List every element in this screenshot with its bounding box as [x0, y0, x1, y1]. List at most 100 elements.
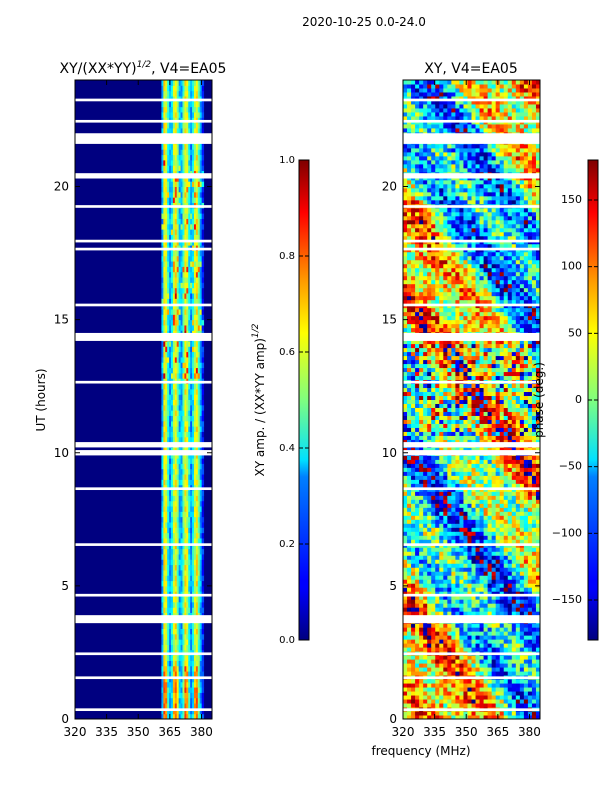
phase-cell [491, 551, 497, 556]
phase-cell [459, 691, 464, 696]
amplitude-cell [178, 207, 182, 214]
amplitude-cell [195, 420, 199, 427]
amplitude-cell [182, 106, 185, 113]
amplitude-cell [186, 553, 189, 560]
amplitude-cell [163, 665, 166, 672]
amplitude-cell [197, 293, 201, 299]
phase-cell [423, 679, 428, 684]
phase-cell [439, 699, 444, 704]
flagged-gap [75, 652, 212, 656]
phase-cell [515, 583, 521, 588]
amplitude-cell [186, 85, 189, 92]
phase-cell [419, 663, 424, 668]
phase-cell [439, 683, 444, 688]
phase-cell [451, 655, 456, 660]
phase-cell [423, 491, 428, 496]
amplitude-cell [182, 372, 185, 379]
phase-cell [515, 631, 521, 636]
phase-cell [431, 595, 436, 600]
phase-cell [531, 563, 537, 568]
phase-cell [463, 663, 468, 668]
amplitude-cell [169, 154, 172, 161]
amplitude-cell [195, 692, 199, 699]
amplitude-cell [176, 548, 180, 555]
colorbar-tick-label: 0.6 [279, 347, 295, 358]
amplitude-cell [193, 122, 197, 129]
amplitude-cell [161, 287, 164, 294]
amplitude-cell [199, 426, 203, 432]
phase-cell [443, 591, 448, 596]
phase-cell [467, 627, 472, 632]
amplitude-cell [174, 463, 178, 470]
amplitude-cell [172, 633, 176, 640]
amplitude-cell [201, 356, 205, 363]
phase-cell [507, 635, 513, 640]
phase-cell [451, 643, 456, 648]
phase-cell [515, 495, 521, 500]
phase-cell [451, 475, 456, 480]
amplitude-cell [197, 340, 201, 347]
amplitude-cell [201, 420, 205, 427]
phase-cell [499, 575, 505, 580]
amplitude-cell [170, 213, 174, 219]
amplitude-cell [165, 436, 168, 443]
flagged-gap [75, 442, 212, 448]
phase-cell [443, 691, 448, 696]
phase-cell [483, 559, 489, 564]
amplitude-cell [190, 207, 193, 214]
phase-cell [491, 699, 497, 704]
phase-cell [439, 599, 444, 604]
phase-cell [435, 715, 440, 719]
amplitude-cell [193, 186, 197, 193]
phase-cell [403, 559, 408, 564]
amplitude-cell [172, 458, 176, 464]
amplitude-cell [169, 181, 172, 187]
phase-cell [499, 695, 505, 700]
amplitude-cell [182, 703, 185, 709]
phase-cell [459, 679, 464, 684]
amplitude-cell [169, 207, 172, 214]
phase-cell [419, 515, 424, 520]
phase-cell [427, 703, 432, 708]
amplitude-cell [201, 506, 205, 512]
phase-cell [459, 459, 464, 464]
phase-cell [451, 715, 456, 719]
phase-cell [531, 483, 537, 488]
amplitude-cell [165, 644, 168, 651]
amplitude-cell [167, 186, 170, 193]
amplitude-cell [172, 175, 176, 182]
amplitude-cell [193, 207, 197, 214]
phase-cell [435, 463, 440, 468]
phase-cell [519, 555, 525, 560]
phase-cell [523, 483, 529, 488]
phase-cell [523, 587, 529, 592]
phase-cell [443, 571, 448, 576]
amplitude-cell [184, 474, 187, 480]
amplitude-cell [186, 122, 189, 129]
amplitude-cell [169, 660, 172, 667]
amplitude-cell [165, 303, 168, 310]
phase-cell [411, 563, 416, 568]
phase-cell [419, 559, 424, 564]
phase-cell [499, 535, 505, 540]
phase-cell [515, 655, 521, 660]
amplitude-cell [178, 553, 182, 560]
phase-cell [463, 531, 468, 536]
amplitude-cell [197, 388, 201, 395]
phase-cell [531, 559, 537, 564]
phase-cell [407, 635, 412, 640]
phase-cell [435, 699, 440, 704]
amplitude-cell [195, 255, 199, 262]
amplitude-cell [180, 298, 183, 305]
amplitude-cell [163, 191, 166, 198]
amplitude-cell [201, 516, 205, 523]
amplitude-cell [167, 708, 170, 715]
amplitude-cell [186, 218, 189, 225]
phase-cell [459, 659, 464, 664]
amplitude-cell [195, 383, 199, 390]
phase-cell [503, 715, 509, 719]
amplitude-cell [184, 548, 187, 555]
phase-cell [499, 503, 505, 508]
phase-cell [479, 639, 485, 644]
